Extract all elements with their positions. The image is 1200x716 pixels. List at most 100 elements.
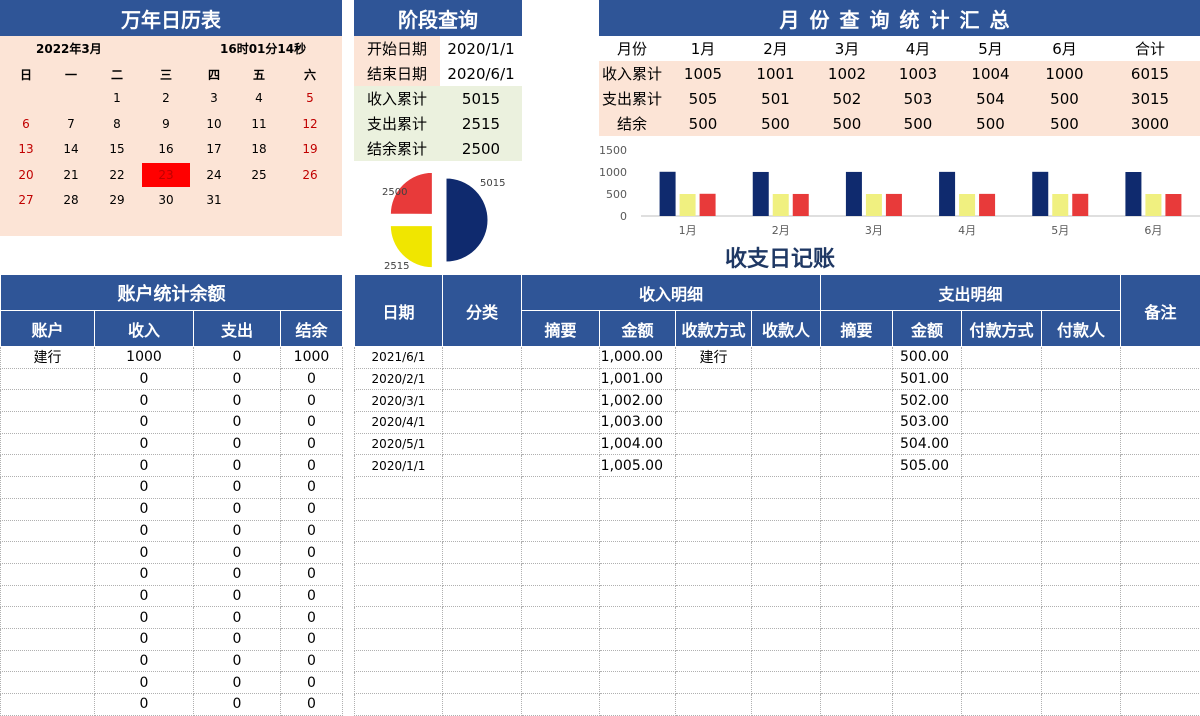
calendar-day[interactable]: 21 — [63, 167, 79, 182]
calendar-day[interactable]: 1 — [113, 91, 121, 105]
account-cell[interactable]: 0 — [94, 693, 194, 716]
account-cell[interactable]: 1000 — [280, 346, 343, 369]
ledger-cell[interactable] — [750, 562, 822, 586]
ledger-amount-cell[interactable] — [599, 649, 676, 673]
account-cell[interactable] — [0, 606, 95, 629]
ledger-cell[interactable]: 建行 — [675, 346, 752, 369]
ledger-amount-cell[interactable] — [892, 519, 963, 543]
ledger-cell[interactable] — [1120, 541, 1200, 564]
account-cell[interactable]: 0 — [193, 432, 281, 456]
ledger-cell[interactable] — [750, 367, 822, 391]
account-cell[interactable]: 0 — [193, 411, 281, 434]
ledger-cell[interactable] — [820, 606, 894, 629]
ledger-cell[interactable] — [750, 497, 822, 521]
ledger-cell[interactable] — [521, 584, 600, 608]
ledger-cell[interactable] — [1120, 389, 1200, 413]
ledger-amount-cell[interactable] — [892, 606, 963, 629]
ledger-cell[interactable] — [521, 541, 600, 564]
ledger-date-cell[interactable]: 2020/4/1 — [354, 411, 443, 434]
ledger-cell[interactable] — [675, 519, 752, 543]
account-cell[interactable] — [0, 584, 95, 608]
calendar-day[interactable]: 11 — [251, 116, 267, 131]
ledger-cell[interactable] — [1120, 367, 1200, 391]
calendar-day[interactable]: 29 — [109, 193, 125, 207]
ledger-cell[interactable] — [820, 519, 894, 543]
calendar-day[interactable]: 15 — [109, 142, 125, 156]
calendar-day[interactable]: 3 — [210, 91, 218, 105]
account-cell[interactable]: 0 — [280, 367, 343, 391]
account-cell[interactable]: 0 — [94, 476, 194, 499]
stage-row-value[interactable]: 2020/6/1 — [440, 61, 522, 86]
ledger-cell[interactable] — [961, 584, 1043, 608]
calendar-day[interactable]: 18 — [251, 142, 267, 156]
calendar-day[interactable]: 4 — [255, 91, 263, 105]
ledger-date-cell[interactable]: 2020/1/1 — [354, 454, 443, 478]
account-cell[interactable]: 0 — [94, 649, 194, 673]
ledger-cell[interactable] — [961, 389, 1043, 413]
ledger-amount-cell[interactable] — [599, 693, 676, 716]
account-cell[interactable]: 1000 — [94, 346, 194, 369]
account-cell[interactable]: 0 — [94, 519, 194, 543]
calendar-day[interactable]: 23 — [142, 162, 190, 187]
ledger-amount-cell[interactable] — [892, 627, 963, 651]
ledger-cell[interactable] — [1041, 606, 1122, 629]
ledger-cell[interactable] — [521, 411, 600, 434]
account-cell[interactable]: 0 — [193, 476, 281, 499]
ledger-cell[interactable] — [750, 671, 822, 694]
ledger-amount-cell[interactable]: 505.00 — [892, 454, 963, 478]
ledger-cell[interactable] — [1041, 584, 1122, 608]
ledger-cell[interactable] — [442, 562, 522, 586]
ledger-cell[interactable] — [521, 649, 600, 673]
account-cell[interactable] — [0, 411, 95, 434]
ledger-cell[interactable] — [442, 693, 522, 716]
ledger-amount-cell[interactable] — [599, 562, 676, 586]
account-cell[interactable] — [0, 497, 95, 521]
calendar-day[interactable]: 6 — [22, 116, 30, 131]
ledger-cell[interactable] — [521, 454, 600, 478]
account-cell[interactable]: 0 — [94, 454, 194, 478]
account-cell[interactable]: 0 — [193, 649, 281, 673]
ledger-cell[interactable] — [961, 367, 1043, 391]
ledger-cell[interactable] — [961, 649, 1043, 673]
account-cell[interactable]: 0 — [94, 389, 194, 413]
ledger-cell[interactable] — [442, 476, 522, 499]
ledger-cell[interactable] — [521, 476, 600, 499]
ledger-cell[interactable] — [521, 627, 600, 651]
ledger-amount-cell[interactable]: 504.00 — [892, 432, 963, 456]
ledger-cell[interactable] — [1041, 367, 1122, 391]
ledger-cell[interactable] — [1120, 606, 1200, 629]
calendar-day[interactable]: 26 — [302, 167, 318, 182]
account-cell[interactable]: 0 — [280, 627, 343, 651]
ledger-cell[interactable] — [820, 693, 894, 716]
ledger-cell[interactable] — [750, 606, 822, 629]
account-cell[interactable]: 0 — [193, 367, 281, 391]
ledger-amount-cell[interactable]: 1,000.00 — [599, 346, 676, 369]
ledger-cell[interactable] — [820, 367, 894, 391]
ledger-cell[interactable] — [1041, 519, 1122, 543]
ledger-cell[interactable] — [442, 411, 522, 434]
account-cell[interactable] — [0, 649, 95, 673]
ledger-cell[interactable] — [1041, 389, 1122, 413]
calendar-day[interactable]: 27 — [18, 193, 34, 207]
ledger-cell[interactable] — [961, 562, 1043, 586]
account-cell[interactable] — [0, 562, 95, 586]
ledger-cell[interactable] — [750, 346, 822, 369]
ledger-cell[interactable] — [750, 541, 822, 564]
ledger-cell[interactable] — [961, 671, 1043, 694]
ledger-cell[interactable] — [521, 389, 600, 413]
ledger-cell[interactable] — [750, 432, 822, 456]
account-cell[interactable]: 0 — [193, 454, 281, 478]
ledger-cell[interactable] — [820, 671, 894, 694]
ledger-amount-cell[interactable] — [892, 671, 963, 694]
ledger-date-cell[interactable]: 2020/3/1 — [354, 389, 443, 413]
account-cell[interactable]: 0 — [280, 476, 343, 499]
ledger-cell[interactable] — [1120, 584, 1200, 608]
ledger-cell[interactable] — [820, 411, 894, 434]
account-cell[interactable]: 0 — [280, 562, 343, 586]
account-cell[interactable]: 0 — [94, 432, 194, 456]
calendar-day[interactable]: 28 — [63, 193, 79, 207]
ledger-cell[interactable] — [675, 693, 752, 716]
account-cell[interactable] — [0, 454, 95, 478]
ledger-cell[interactable] — [442, 519, 522, 543]
ledger-cell[interactable] — [961, 346, 1043, 369]
